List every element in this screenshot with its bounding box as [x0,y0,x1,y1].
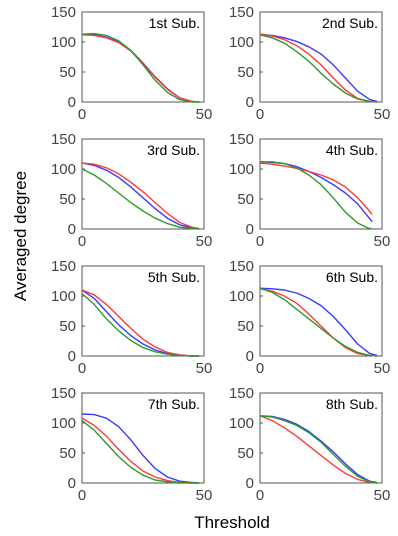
y-tick-label: 50 [237,64,254,81]
x-tick-label: 50 [374,487,391,504]
subplot-title: 6th Sub. [326,269,378,285]
y-tick-label: 150 [229,385,254,402]
series-line-2 [81,162,200,230]
series-line-3 [81,32,200,103]
subplot-1: 0 50 100 150 0 50 1st Sub. [51,4,212,123]
x-axis-label: Threshold [194,513,270,532]
y-tick-label: 100 [51,34,76,51]
series-line-2 [81,34,200,103]
y-tick-label: 100 [229,288,254,305]
y-tick-label: 50 [59,64,76,81]
series-line-2 [259,415,378,484]
y-tick-label: 100 [229,161,254,178]
plot-frame [81,11,205,103]
plot-frame [81,392,205,484]
subplot-7: 0 50 100 150 0 50 7th Sub. [51,385,212,504]
series-line-1 [259,161,373,223]
series-line-2 [259,162,373,216]
subplot-title: 4th Sub. [326,142,378,158]
x-tick-label: 0 [256,106,264,123]
y-tick-label: 150 [51,131,76,148]
x-tick-label: 50 [196,360,213,377]
subplot-title: 3rd Sub. [147,142,200,158]
y-tick-label: 150 [51,385,76,402]
y-tick-label: 100 [51,161,76,178]
y-tick-label: 0 [68,221,76,238]
series-line-1 [259,33,378,103]
y-tick-label: 0 [246,221,254,238]
x-tick-label: 0 [78,233,86,250]
plot-frame [259,11,383,103]
series-line-3 [259,415,378,484]
series-line-1 [81,33,200,103]
y-tick-label: 50 [59,191,76,208]
subplot-8: 0 50 100 150 0 50 8th Sub. [229,385,390,504]
x-tick-label: 50 [374,233,391,250]
series-line-1 [81,413,200,484]
x-tick-label: 50 [196,233,213,250]
series-line-3 [259,287,378,357]
y-tick-label: 0 [68,94,76,111]
y-tick-label: 50 [237,445,254,462]
plot-frame [259,138,383,230]
plot-frame [259,392,383,484]
y-tick-label: 0 [68,475,76,492]
y-tick-label: 100 [51,288,76,305]
subplot-6: 0 50 100 150 0 50 6th Sub. [229,258,390,377]
x-tick-label: 0 [78,106,86,123]
subplot-5: 0 50 100 150 0 50 5th Sub. [51,258,212,377]
x-tick-label: 50 [196,106,213,123]
subplot-3: 0 50 100 150 0 50 3rd Sub. [51,131,212,250]
y-tick-label: 50 [237,318,254,335]
series-line-2 [259,288,378,357]
series-line-1 [81,162,200,230]
y-tick-label: 50 [237,191,254,208]
y-tick-label: 100 [229,415,254,432]
x-tick-label: 0 [256,233,264,250]
y-tick-label: 50 [59,318,76,335]
y-tick-label: 50 [59,445,76,462]
x-tick-label: 50 [374,106,391,123]
y-tick-label: 0 [246,348,254,365]
plot-frame [81,138,205,230]
series-line-3 [81,293,200,357]
series-line-3 [259,34,378,103]
subplot-title: 1st Sub. [149,15,200,31]
subplot-2: 0 50 100 150 0 50 2nd Sub. [229,4,390,123]
y-tick-label: 150 [51,4,76,21]
x-tick-label: 0 [256,487,264,504]
x-tick-label: 0 [78,487,86,504]
y-axis-label: Averaged degree [11,171,30,301]
subplot-title: 2nd Sub. [322,15,378,31]
x-tick-label: 0 [256,360,264,377]
y-tick-label: 0 [68,348,76,365]
subplot-4: 0 50 100 150 0 50 4th Sub. [229,131,390,250]
x-tick-label: 50 [374,360,391,377]
series-line-1 [259,287,378,357]
series-line-3 [260,161,373,230]
subplot-title: 7th Sub. [148,396,200,412]
y-tick-label: 150 [229,4,254,21]
y-tick-label: 150 [229,258,254,275]
y-tick-label: 0 [246,94,254,111]
series-line-1 [259,415,378,484]
y-tick-label: 150 [51,258,76,275]
plot-frame [259,265,383,357]
series-line-3 [81,168,200,230]
y-tick-label: 100 [51,415,76,432]
subplot-title: 8th Sub. [326,396,378,412]
x-tick-label: 50 [196,487,213,504]
series-line-3 [81,420,200,484]
y-tick-label: 0 [246,475,254,492]
subplot-title: 5th Sub. [148,269,200,285]
y-tick-label: 150 [229,131,254,148]
plot-frame [81,265,205,357]
y-tick-label: 100 [229,34,254,51]
x-tick-label: 0 [78,360,86,377]
